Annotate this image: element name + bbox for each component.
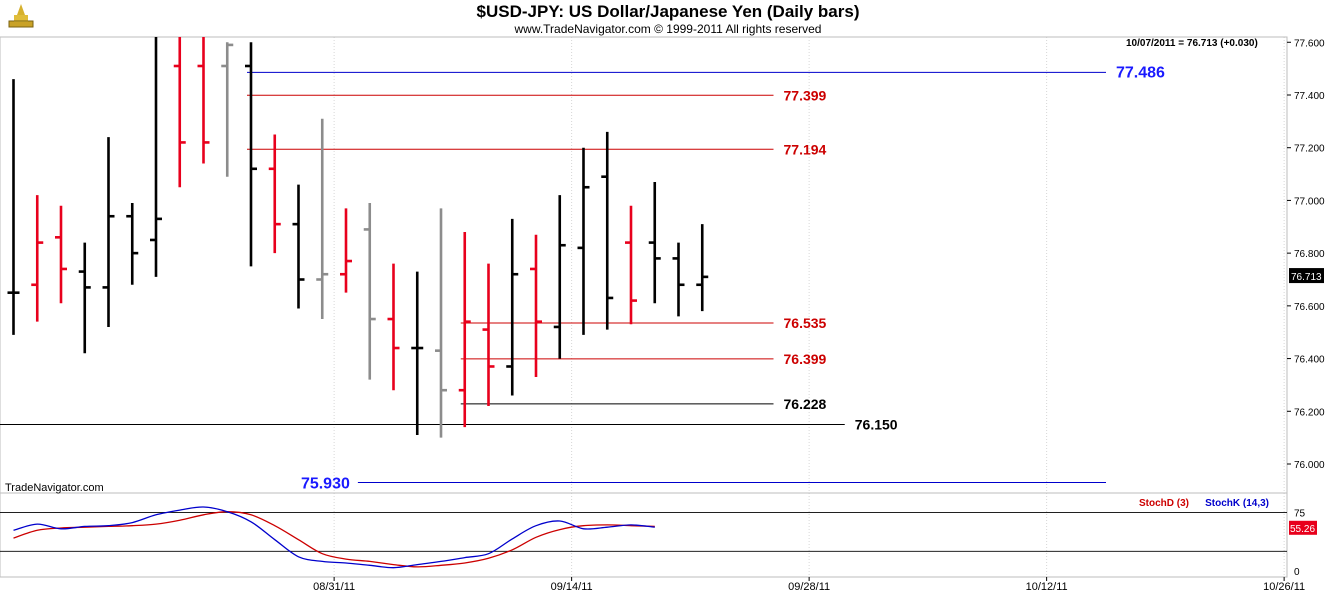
ohlc-bar xyxy=(577,147,590,335)
y-tick-label: 76.200 xyxy=(1294,407,1325,418)
last-price-label: 76.713 xyxy=(1291,272,1322,283)
level-label: 76.228 xyxy=(784,396,827,412)
y-tick-label: 77.000 xyxy=(1294,196,1325,207)
y-tick-label: 76.400 xyxy=(1294,355,1325,366)
ohlc-bar xyxy=(78,242,91,354)
ohlc-bar xyxy=(150,37,162,277)
level-label: 76.150 xyxy=(855,416,898,432)
ohlc-bar xyxy=(221,42,234,177)
stoch-series-line xyxy=(13,506,655,569)
stochastic-lines: 75 0 StochD (3) StochK (14,3) 55.26 xyxy=(0,498,1317,578)
ohlc-bar xyxy=(672,242,685,317)
ohlc-bar xyxy=(197,37,210,164)
ohlc-bar xyxy=(316,118,329,320)
ohlc-bar xyxy=(553,195,566,359)
x-tick-label: 10/26/11 xyxy=(1263,581,1305,593)
x-tick-label: 10/12/11 xyxy=(1026,581,1068,593)
ohlc-bar xyxy=(648,181,661,304)
ohlc-bar xyxy=(506,218,519,396)
axes: 77.600 77.400 77.200 77.000 76.800 76.600 76.4… xyxy=(313,38,1325,593)
ohlc-bar xyxy=(625,205,637,325)
stoch-d-legend: StochD (3) xyxy=(1139,498,1189,509)
ohlc-bar xyxy=(268,134,281,254)
ohlc-bar xyxy=(601,131,614,330)
chart-subtitle: www.TradeNavigator.com © 1999-2011 All r… xyxy=(514,22,822,36)
stoch-y-tick-label: 0 xyxy=(1294,567,1300,578)
stoch-value-label: 55.26 xyxy=(1290,524,1315,535)
ohlc-bar xyxy=(55,205,67,304)
y-tick-label: 76.600 xyxy=(1294,302,1325,313)
stoch-k-legend: StochK (14,3) xyxy=(1205,498,1269,509)
ohlc-bar xyxy=(482,263,495,407)
ohlc-bar xyxy=(126,203,139,285)
ohlc-bar xyxy=(530,234,542,378)
stoch-y-tick-label: 75 xyxy=(1294,508,1306,519)
stochastic-panel xyxy=(0,492,1288,578)
x-tick-label: 08/31/11 xyxy=(313,581,355,593)
ohlc-bar xyxy=(173,37,186,188)
level-label: 77.399 xyxy=(784,87,827,103)
ohlc-bar xyxy=(102,137,115,327)
price-readout: 10/07/2011 = 76.713 (+0.030) xyxy=(1126,38,1258,49)
y-tick-label: 77.600 xyxy=(1294,38,1325,49)
trade-navigator-logo-icon xyxy=(8,4,34,28)
ohlc-bar xyxy=(458,232,471,428)
support-resistance-lines: 77.486 77.399 77.194 76.535 76.399 76.228 76.1… xyxy=(0,64,1165,492)
level-label: 77.486 xyxy=(1116,64,1165,81)
grid-layer xyxy=(333,37,1285,577)
chart-title: $USD-JPY: US Dollar/Japanese Yen (Daily … xyxy=(476,2,860,21)
ohlc-bar xyxy=(31,195,44,322)
level-label: 75.930 xyxy=(301,475,350,492)
level-label: 77.194 xyxy=(784,141,827,157)
y-tick-label: 76.800 xyxy=(1294,249,1325,260)
last-price-tag xyxy=(1289,268,1324,284)
y-tick-label: 77.200 xyxy=(1294,144,1325,155)
ohlc-bar xyxy=(435,208,447,438)
ohlc-bar xyxy=(7,79,20,335)
ohlc-bar xyxy=(387,263,400,391)
stoch-value-tag xyxy=(1289,520,1317,535)
level-label: 76.535 xyxy=(784,315,827,331)
title-bar: $USD-JPY: US Dollar/Japanese Yen (Daily … xyxy=(0,0,1336,38)
x-tick-label: 09/28/11 xyxy=(788,581,830,593)
ohlc-bar xyxy=(245,42,257,267)
ohlc-bar xyxy=(696,224,709,312)
y-tick-label: 76.000 xyxy=(1294,460,1325,471)
ohlc-bar xyxy=(292,184,305,309)
watermark: TradeNavigator.com xyxy=(5,482,104,494)
level-label: 76.399 xyxy=(784,351,827,367)
ohlc-bars xyxy=(7,37,709,438)
stoch-series-line xyxy=(13,511,655,568)
ohlc-bar xyxy=(363,203,376,380)
y-tick-label: 77.400 xyxy=(1294,91,1325,102)
ohlc-bar xyxy=(340,208,352,293)
x-tick-label: 09/14/11 xyxy=(551,581,593,593)
ohlc-bar xyxy=(411,271,424,436)
